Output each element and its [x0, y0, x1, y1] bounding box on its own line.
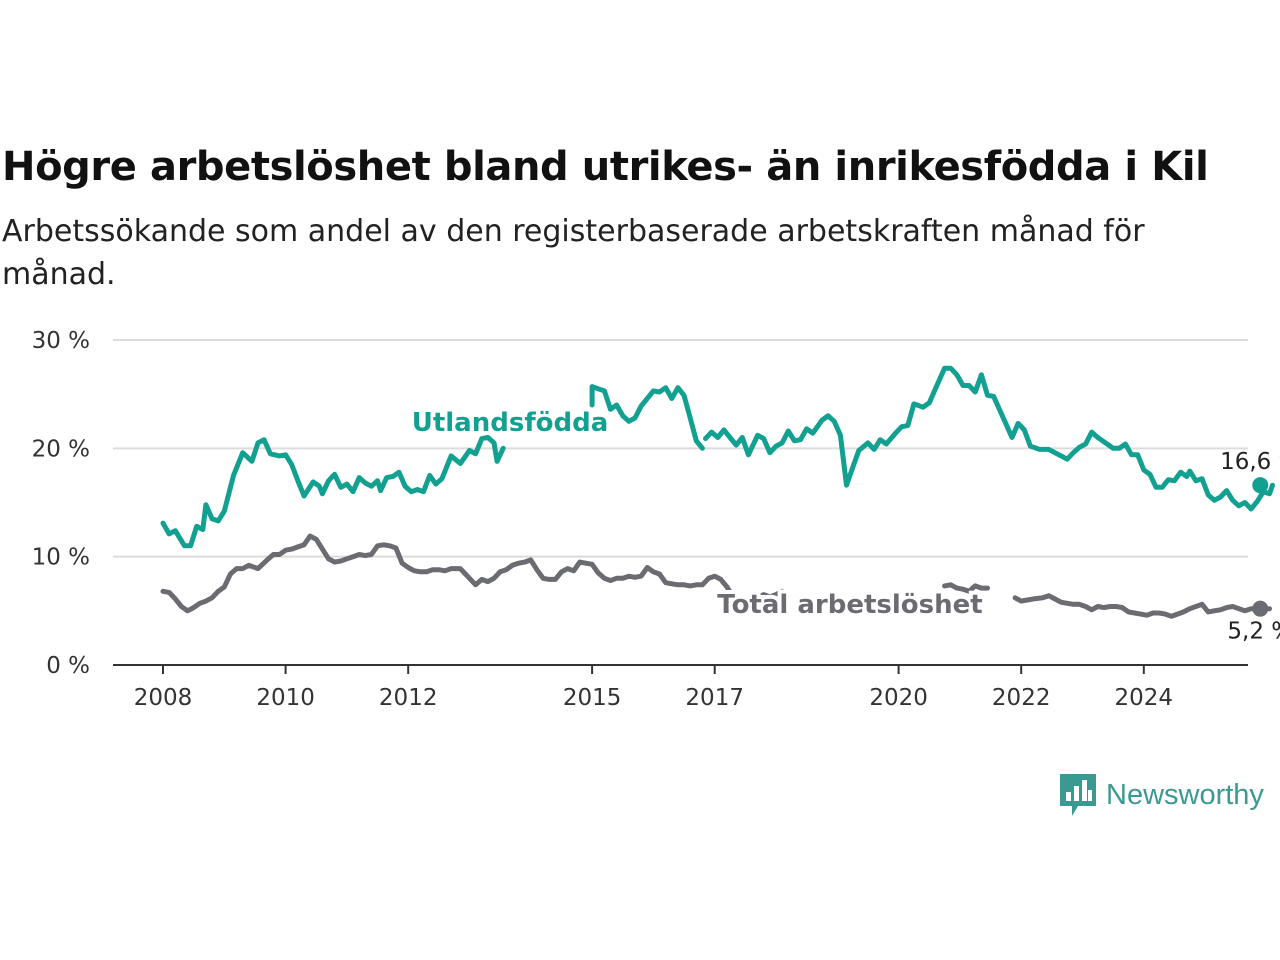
y-tick-label: 30 % [32, 328, 90, 354]
end-point-marker [1252, 600, 1269, 617]
series-line-total [1012, 593, 1272, 619]
y-tick-label: 10 % [32, 545, 90, 571]
x-tick-label: 2024 [1115, 685, 1174, 711]
series-label-total: Total arbetslöshet [717, 590, 982, 620]
series-line-total [942, 582, 990, 594]
x-tick-label: 2012 [379, 685, 438, 711]
x-axis: 2008 2010 2012 2015 2017 2020 2022 2024 [113, 664, 1248, 711]
series-line-utlandsfodda [160, 435, 506, 549]
end-point-marker [1252, 477, 1269, 494]
series-line-utlandsfodda [589, 384, 705, 451]
series-lines [160, 365, 1275, 619]
chart-title: Högre arbetslöshet bland utrikes- än inr… [2, 144, 1209, 190]
end-value-label: 16,6 % [1220, 449, 1280, 475]
x-tick-label: 2010 [256, 685, 315, 711]
x-tick-label: 2015 [563, 685, 622, 711]
x-tick-label: 2020 [869, 685, 928, 711]
series-labels: 16,6 % 5,2 % Utlandsfödda Total arbetslöshe… [408, 404, 1280, 645]
x-tick-label: 2022 [992, 685, 1051, 711]
chart-subtitle: Arbetssökande som andel av den registerb… [2, 214, 1145, 292]
y-tick-label: 0 % [46, 653, 90, 679]
x-tick-label: 2008 [134, 685, 193, 711]
end-value-label: 5,2 % [1227, 619, 1280, 645]
gridlines [113, 339, 1248, 558]
line-chart: 0 % 10 % 20 % 30 % 2008 2010 2012 2015 2017 2020… [32, 328, 1280, 711]
series-line-total [160, 533, 785, 614]
brand-name: Newsworthy [1106, 778, 1264, 811]
y-axis-ticks: 0 % 10 % 20 % 30 % [32, 328, 90, 679]
series-line-utlandsfodda [703, 365, 1275, 512]
newsworthy-brand[interactable]: Newsworthy [1058, 772, 1264, 818]
y-tick-label: 20 % [32, 436, 90, 462]
series-label-utlandsfodda: Utlandsfödda [412, 408, 609, 438]
x-tick-label: 2017 [685, 685, 744, 711]
newsworthy-logo-icon [1060, 774, 1096, 816]
